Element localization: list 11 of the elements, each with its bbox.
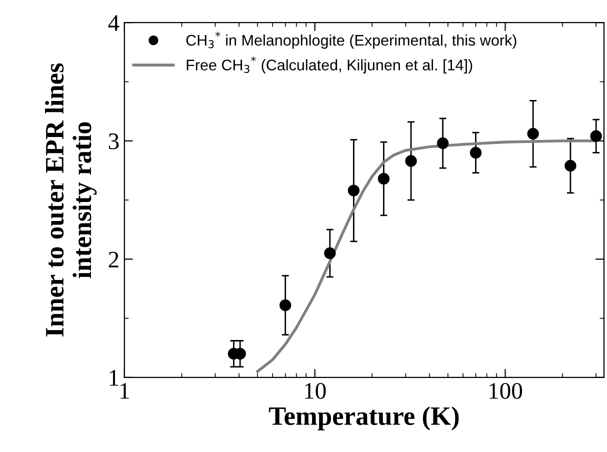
y-tick-label: 4 (108, 15, 120, 31)
y-axis-title: Inner to outer EPR lines intensity ratio (45, 63, 97, 336)
y-tick-label: 1 (110, 370, 118, 386)
y-tick-label: 3 (108, 133, 119, 150)
legend-label: Free CH$_{3}$$^{*}$ (Calculated, Kiljunen et al. [14]) (186, 56, 472, 74)
x-tick-label: 1 (120, 383, 129, 399)
y-tick-label: 2 (108, 252, 118, 268)
legend-label: CH$_{3}$$^{*}$ in Melanophlogite (Experimental, this work) (186, 32, 516, 49)
x-axis-title: Temperature (K) (268, 406, 459, 430)
x-tick-label: 100 (490, 382, 522, 399)
x-tick-label: 10 (305, 382, 326, 399)
